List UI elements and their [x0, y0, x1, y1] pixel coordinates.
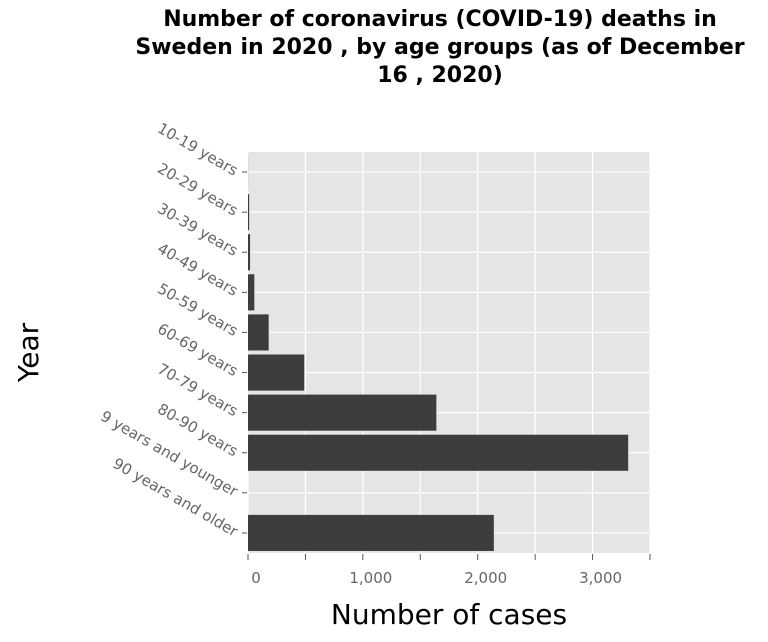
bar — [248, 274, 255, 311]
x-tick-label: 3,000 — [579, 569, 622, 587]
y-axis-label: Year — [12, 322, 45, 383]
bar — [248, 354, 305, 391]
x-tick-label: 2,000 — [464, 569, 507, 587]
x-tick-label: 1,000 — [349, 569, 392, 587]
bar — [248, 394, 437, 431]
plot-panel — [248, 152, 650, 553]
bar — [248, 434, 629, 471]
chart-title: Number of coronavirus (COVID-19) deaths … — [135, 7, 745, 88]
bar — [248, 514, 494, 551]
x-axis-label: Number of cases — [331, 598, 567, 631]
x-tick-label: 0 — [251, 569, 261, 587]
bar — [248, 314, 269, 351]
bar — [248, 194, 250, 231]
bar — [248, 234, 251, 271]
